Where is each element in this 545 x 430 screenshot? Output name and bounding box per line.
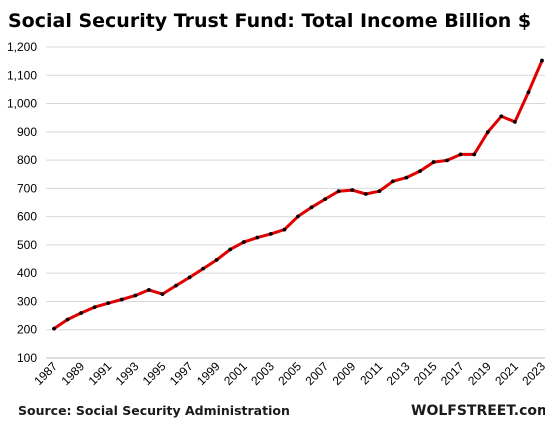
y-tick-label: 100 — [17, 351, 37, 365]
x-tick-label: 1989 — [58, 359, 87, 388]
x-tick-label: 2001 — [221, 359, 250, 388]
x-tick-label: 2021 — [492, 359, 521, 388]
data-point — [146, 287, 151, 292]
data-point — [255, 235, 260, 240]
data-point — [228, 247, 233, 252]
x-tick-label: 1991 — [86, 359, 115, 388]
x-tick-label: 2009 — [330, 359, 359, 388]
data-point — [404, 175, 409, 180]
brand-watermark: WOLFSTREET.com — [411, 403, 545, 419]
x-tick-label: 2023 — [519, 359, 545, 388]
data-point — [431, 160, 436, 164]
data-point — [390, 179, 395, 184]
data-point — [160, 292, 165, 297]
data-point — [363, 192, 368, 196]
data-point — [296, 214, 300, 219]
data-point — [377, 189, 382, 194]
series-line — [52, 59, 544, 331]
data-point — [445, 158, 450, 163]
data-point — [499, 114, 504, 119]
data-point — [282, 227, 287, 232]
y-axis-tick-labels: 100 200 300 400 500 600 700 800 900 1,000 1,100 1,2… — [7, 40, 37, 365]
x-tick-label: 2013 — [384, 359, 413, 388]
data-point — [526, 90, 531, 95]
data-point — [214, 257, 219, 262]
data-point — [52, 326, 56, 331]
x-tick-label: 2015 — [411, 359, 440, 388]
x-tick-label: 1999 — [194, 359, 223, 388]
x-tick-label: 2007 — [302, 359, 331, 388]
y-tick-label: 400 — [17, 266, 37, 280]
x-tick-label: 2005 — [275, 359, 304, 388]
data-point — [268, 231, 273, 236]
source-note: Source: Social Security Administration — [18, 403, 290, 418]
grid-lines — [46, 46, 545, 331]
data-point — [65, 317, 70, 322]
data-point — [309, 205, 314, 210]
data-point — [133, 293, 138, 298]
x-tick-label: 1997 — [167, 359, 196, 388]
data-point — [187, 275, 192, 280]
data-point — [472, 152, 477, 157]
data-point — [336, 189, 341, 194]
x-tick-label: 2003 — [248, 359, 277, 388]
y-tick-label: 300 — [17, 294, 37, 308]
x-tick-label: 1995 — [140, 359, 169, 388]
series-layer — [52, 59, 544, 331]
x-tick-label: 2019 — [465, 359, 494, 388]
y-tick-label: 500 — [17, 238, 37, 252]
marker-layer — [52, 58, 544, 331]
y-tick-label: 1,000 — [7, 97, 37, 111]
x-tick-label: 2011 — [357, 359, 385, 387]
data-point — [174, 283, 178, 288]
data-point — [418, 169, 422, 174]
x-axis-tick-labels: 1987198919911993199519971999200120032005… — [31, 359, 545, 388]
y-tick-label: 1,200 — [7, 40, 37, 54]
data-point — [458, 152, 463, 157]
data-point — [350, 188, 355, 192]
data-point — [241, 240, 246, 244]
y-tick-label: 700 — [17, 181, 37, 195]
x-tick-label: 1993 — [113, 359, 142, 388]
data-point — [512, 120, 517, 124]
data-point — [540, 58, 544, 63]
data-point — [201, 266, 206, 271]
y-tick-label: 600 — [17, 210, 37, 224]
y-tick-label: 200 — [17, 323, 37, 337]
data-point — [119, 297, 124, 302]
data-point — [106, 301, 111, 306]
y-tick-label: 900 — [17, 125, 37, 139]
data-point — [92, 305, 97, 310]
data-point — [79, 311, 84, 315]
x-tick-label: 2017 — [438, 359, 467, 388]
chart-title: Social Security Trust Fund: Total Income… — [8, 10, 531, 32]
data-point — [485, 130, 490, 135]
data-point — [323, 197, 328, 202]
y-tick-label: 1,100 — [7, 68, 37, 82]
y-tick-label: 800 — [17, 153, 37, 167]
